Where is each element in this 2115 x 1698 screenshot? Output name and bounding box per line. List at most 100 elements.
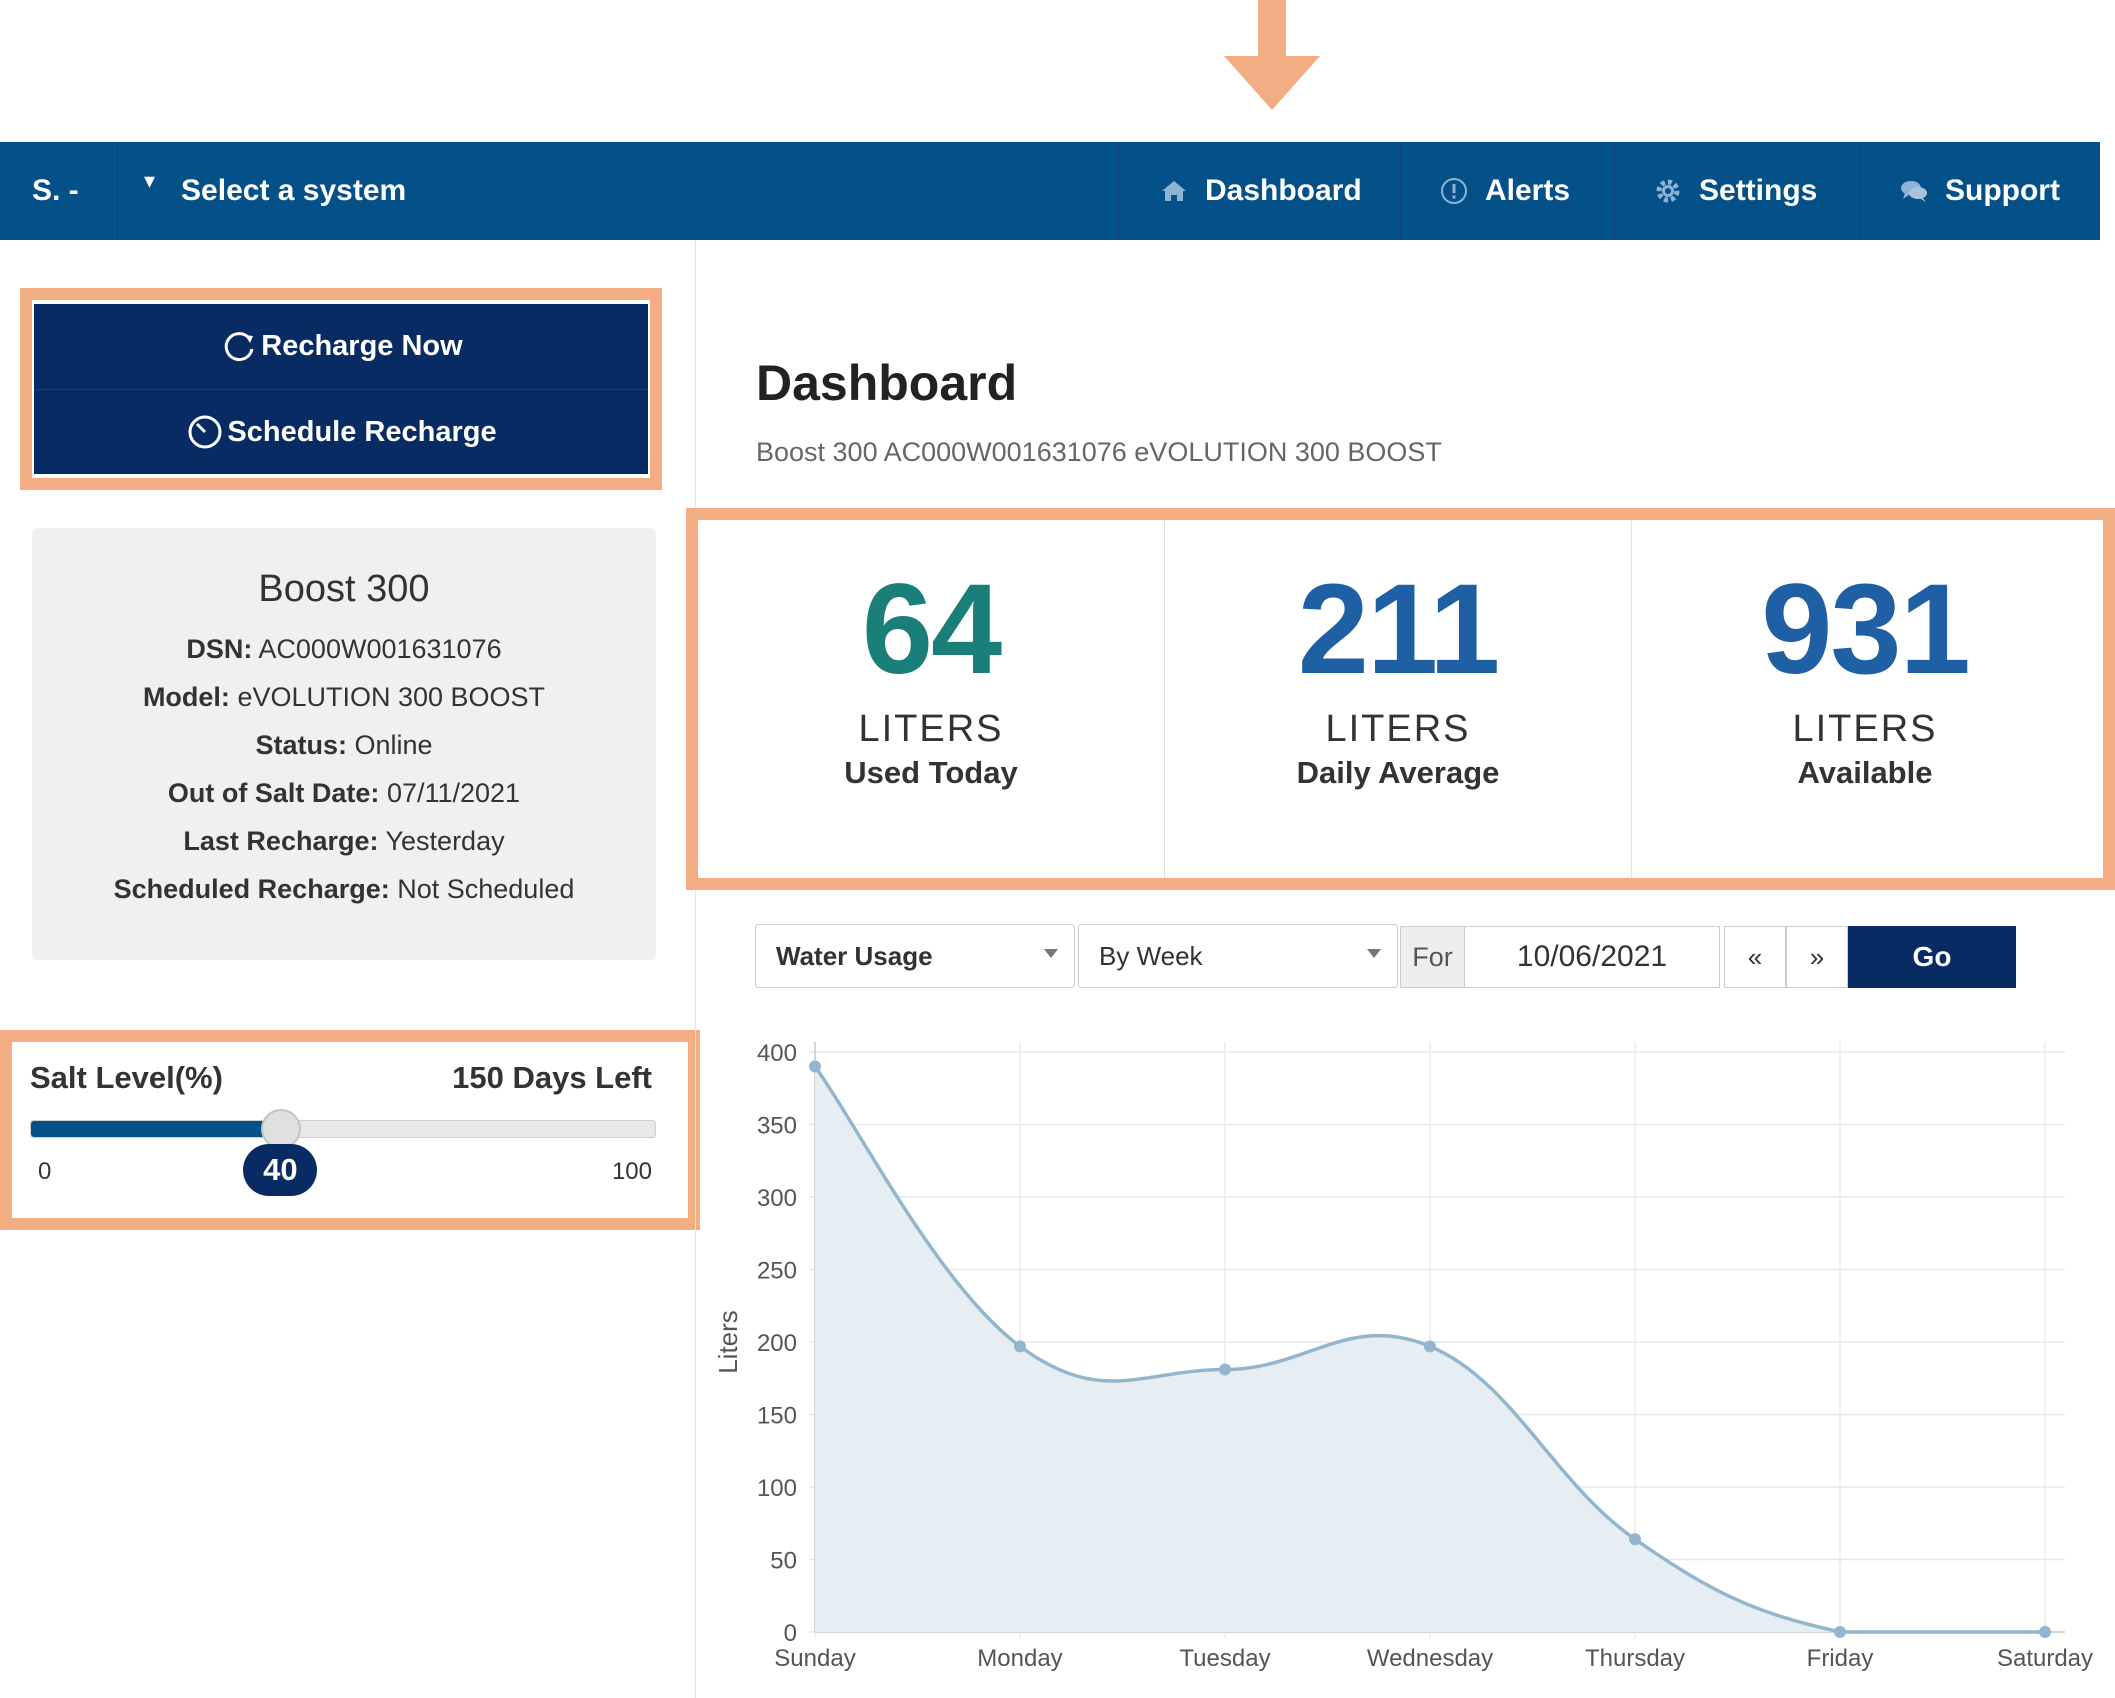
go-button[interactable]: Go [1848,926,2016,988]
model-value: eVOLUTION 300 BOOST [237,682,546,712]
date-input[interactable] [1464,926,1720,988]
y-tick-label: 50 [770,1548,797,1575]
salt-slider-fill [31,1121,282,1137]
system-info-card: Boost 300 DSN: AC000W001631076 Model: eV… [32,528,656,960]
nav-alerts[interactable]: Alerts [1400,142,1614,240]
y-tick-label: 250 [757,1258,797,1285]
period-select[interactable]: By Week [1078,924,1398,988]
usage-stats: 64 LITERS Used Today 211 LITERS Daily Av… [698,520,2098,878]
stat-value: 931 [1761,558,1971,701]
salt-value-badge: 40 [243,1144,318,1196]
x-tick-label: Saturday [1997,1645,2093,1672]
dsn-value: AC000W001631076 [258,634,502,664]
out-of-salt-label: Out of Salt Date: [167,778,380,808]
metric-select[interactable]: Water Usage [755,924,1075,988]
stat-label: Used Today [844,755,1018,790]
caret-down-icon: ▾ [144,168,156,193]
stat-value: 64 [861,558,1002,701]
stat-available: 931 LITERS Available [1632,520,2098,878]
salt-min-label: 0 [38,1158,52,1185]
for-label: For [1400,926,1464,988]
nav-support-label: Support [1945,174,2060,207]
stat-unit: LITERS [1792,708,1938,750]
salt-slider-handle[interactable] [261,1109,302,1149]
y-tick-label: 0 [784,1620,797,1647]
dropdown-arrow-icon [1044,949,1058,958]
nav-dashboard[interactable]: Dashboard [1118,142,1400,240]
nav-dashboard-label: Dashboard [1205,174,1362,207]
model-label: Model: [142,682,230,712]
stat-used-today: 64 LITERS Used Today [698,520,1165,878]
dsn-row: DSN: AC000W001631076 [32,625,656,673]
salt-level-label: Salt Level(%) [30,1060,223,1095]
data-point [1014,1340,1026,1353]
schedule-recharge-label: Schedule Recharge [227,415,497,448]
data-point [1219,1363,1231,1376]
dropdown-arrow-icon [1367,949,1381,958]
x-tick-label: Tuesday [1179,1645,1270,1672]
data-point [1834,1626,1846,1638]
y-tick-label: 100 [757,1475,797,1502]
gear-icon [1656,179,1680,203]
y-tick-label: 200 [757,1330,797,1357]
x-tick-label: Wednesday [1367,1645,1493,1672]
recharge-now-button[interactable]: Recharge Now [34,304,648,389]
period-select-value: By Week [1099,940,1203,971]
system-select[interactable]: ▾ Select a system [118,142,406,240]
stat-label: Daily Average [1296,755,1500,790]
next-period-button[interactable]: » [1786,926,1848,988]
y-tick-label: 350 [757,1113,797,1140]
data-point [1629,1533,1641,1546]
schedule-recharge-button[interactable]: Schedule Recharge [34,389,648,474]
last-recharge-row: Last Recharge: Yesterday [32,817,656,865]
status-label: Status: [255,730,347,760]
page-subtitle: Boost 300 AC000W001631076 eVOLUTION 300 … [756,437,1442,467]
y-tick-label: 300 [757,1185,797,1212]
stat-unit: LITERS [858,708,1004,750]
last-recharge-label: Last Recharge: [183,826,379,856]
last-recharge-value: Yesterday [385,826,505,856]
nav-menu: Dashboard Alerts Settings [1118,142,2100,240]
data-point [809,1060,821,1073]
clock-icon [188,415,222,449]
scheduled-recharge-label: Scheduled Recharge: [113,874,390,904]
x-tick-label: Monday [977,1645,1062,1672]
alert-circle-icon [1441,178,1467,204]
stat-label: Available [1797,755,1933,790]
x-tick-label: Sunday [774,1645,855,1672]
chat-bubbles-icon [1901,181,1927,202]
status-value: Online [354,730,433,760]
x-tick-label: Thursday [1585,1645,1685,1672]
metric-select-value: Water Usage [776,940,933,971]
out-of-salt-value: 07/11/2021 [386,778,521,808]
column-divider [695,240,696,1698]
page-title: Dashboard [756,355,1018,411]
water-usage-chart: 0 50 100 150 200 250 300 350 400 Sunday Monday Tues… [713,1040,2093,1672]
nav-settings[interactable]: Settings [1614,142,1860,240]
salt-level-panel: Salt Level(%) 150 Days Left 0 100 40 [0,1032,700,1230]
y-tick-label: 400 [757,1040,797,1067]
recharge-now-label: Recharge Now [261,330,463,362]
stat-daily-average: 211 LITERS Daily Average [1165,520,1632,878]
y-axis-label: Liters [713,1310,743,1374]
nav-alerts-label: Alerts [1485,174,1571,207]
system-select-label: Select a system [181,174,407,207]
stat-value: 211 [1297,558,1501,701]
data-point [1424,1340,1436,1353]
nav-settings-label: Settings [1699,174,1818,207]
top-navbar: S. - ▾ Select a system Dashboard Alerts [0,142,2100,240]
stat-unit: LITERS [1325,708,1471,750]
salt-slider-track[interactable] [30,1109,656,1149]
brand-menu[interactable]: S. - [0,142,118,240]
home-icon [1162,181,1186,201]
status-row: Status: Online [32,721,656,769]
data-point [2039,1626,2051,1638]
previous-period-button[interactable]: « [1724,926,1786,988]
salt-days-left: 150 Days Left [452,1060,652,1095]
nav-support[interactable]: Support [1860,142,2100,240]
system-name: Boost 300 [258,568,430,610]
out-of-salt-row: Out of Salt Date: 07/11/2021 [32,769,656,817]
down-arrow-annotation [1224,0,1320,110]
model-row: Model: eVOLUTION 300 BOOST [32,673,656,721]
refresh-icon [225,331,254,361]
